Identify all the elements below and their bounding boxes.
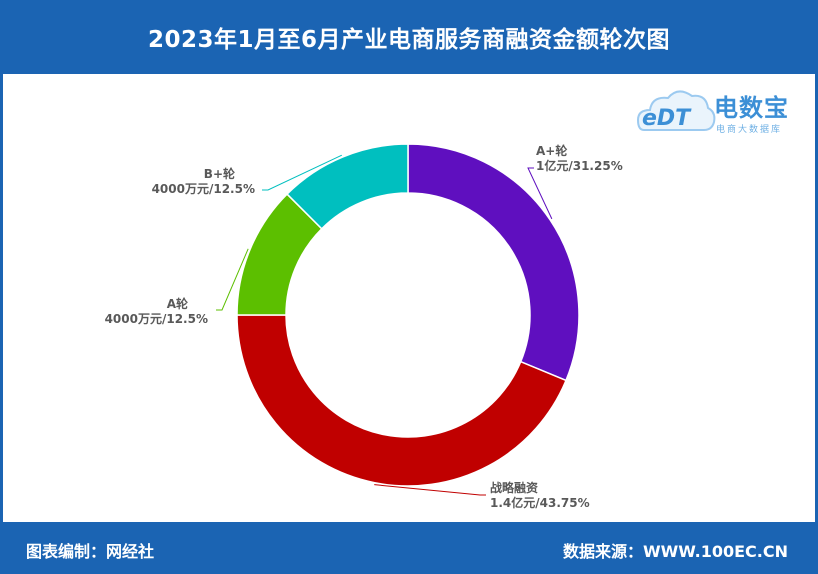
slice-label-name-3: A轮 [167,296,189,311]
slice-label-value-4: 4000万元/12.5% [152,182,255,196]
leader-line-3 [216,248,249,311]
footer-credit: 图表编制：网经社 [26,542,155,561]
footer-source: 数据来源：WWW.100EC.CN [562,542,788,561]
logo-name: 电数宝 [714,94,789,122]
page-title: 2023年1月至6月产业电商服务商融资金额轮次图 [0,0,818,74]
leader-line-1 [527,167,553,220]
donut-slice-2 [236,314,567,487]
footer-bar: 图表编制：网经社 数据来源：WWW.100EC.CN [0,522,818,574]
leader-line-4 [262,154,343,191]
logo-mark: eDT [642,106,691,131]
slice-label-value-3: 4000万元/12.5% [105,312,208,326]
logo-subtitle: 电商大数据库 [716,125,783,135]
slice-label-value-1: 1亿元/31.25% [536,158,623,173]
donut-slice-4 [286,143,409,230]
leader-line-2 [374,484,486,496]
donut-slice-1 [407,143,580,382]
slice-label-name-1: A+轮 [536,143,568,158]
slice-label-name-4: B+轮 [204,166,236,181]
slice-label-value-2: 1.4亿元/43.75% [490,495,590,510]
brand-logo [636,80,796,142]
cloud-icon [636,90,716,131]
slice-label-name-2: 战略融资 [490,480,538,495]
